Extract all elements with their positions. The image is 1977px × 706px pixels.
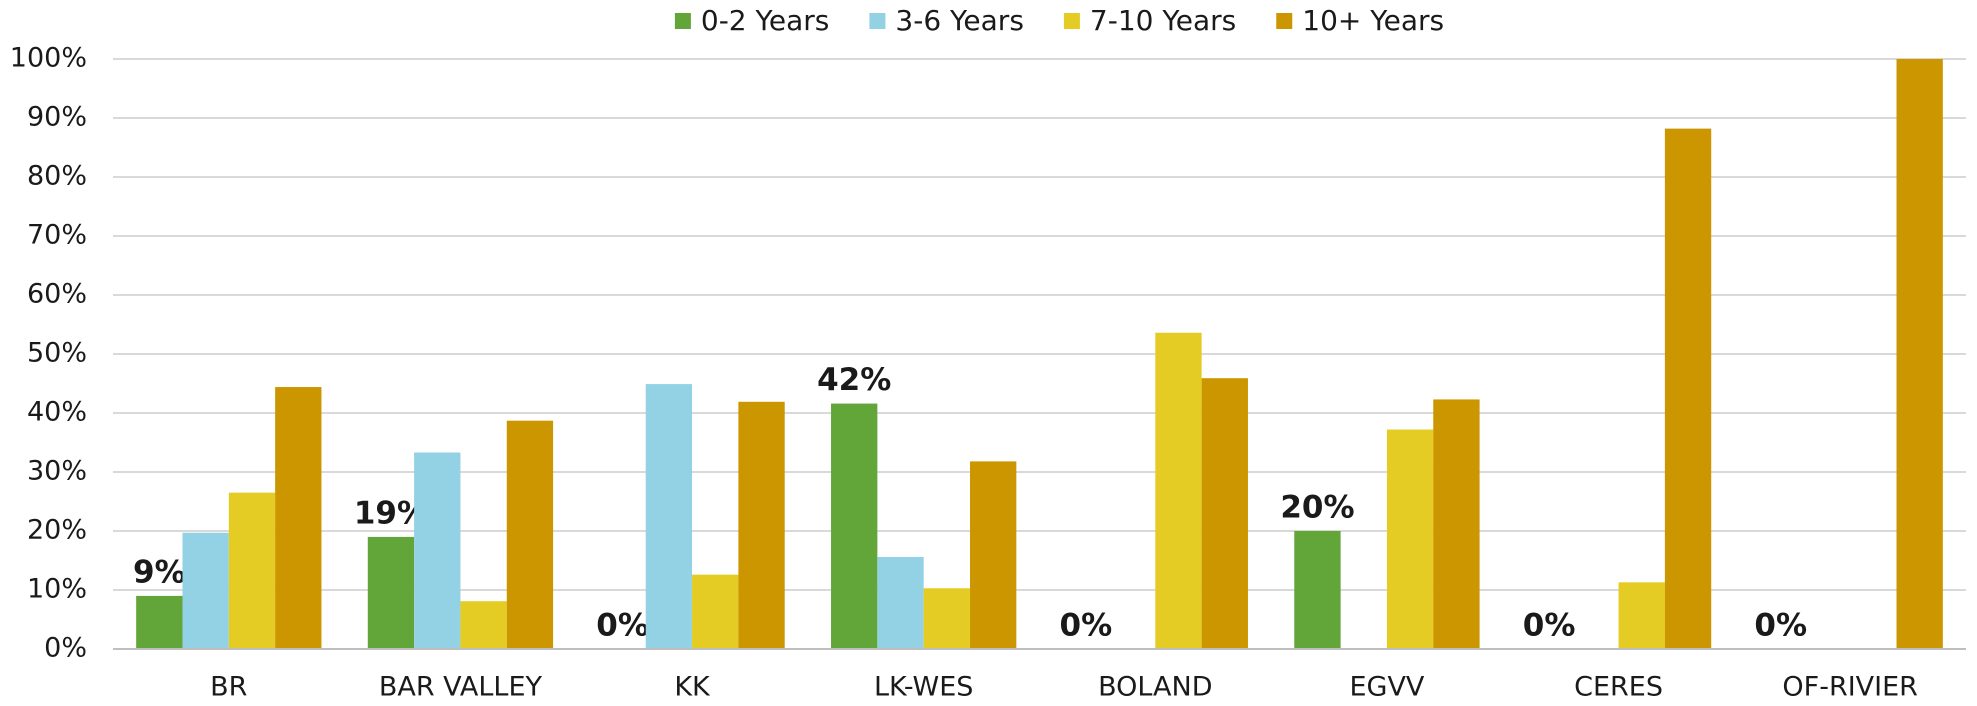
y-tick-label: 30% — [27, 456, 87, 487]
bar — [136, 595, 183, 649]
bar — [460, 601, 507, 649]
bar — [182, 532, 229, 649]
bar — [367, 536, 415, 649]
legend-label: 10+ Years — [1302, 4, 1444, 37]
bar — [692, 574, 739, 649]
bar — [1618, 582, 1665, 649]
y-tick-label: 90% — [27, 102, 87, 133]
y-tick-label: 10% — [27, 574, 87, 605]
data-label: 9% — [133, 554, 186, 590]
legend-label: 7-10 Years — [1090, 4, 1236, 37]
y-tick-label: 60% — [27, 279, 87, 310]
x-tick-label: OF-RIVIER — [1782, 672, 1918, 703]
data-label: 42% — [817, 362, 891, 398]
x-tick-label: BR — [210, 672, 247, 703]
legend-swatch — [869, 13, 886, 29]
x-tick-label: EGVV — [1349, 672, 1424, 703]
bar — [645, 384, 693, 649]
bar — [923, 588, 971, 649]
bar — [1155, 332, 1202, 649]
bar — [1664, 128, 1712, 649]
legend-swatch — [1276, 13, 1293, 29]
x-tick-label: BOLAND — [1098, 672, 1212, 703]
legend-label: 0-2 Years — [701, 4, 830, 37]
bar — [228, 492, 276, 649]
x-tick-label: CERES — [1574, 672, 1663, 703]
legend-label: 3-6 Years — [895, 4, 1024, 37]
y-tick-label: 100% — [10, 43, 87, 74]
bar — [1294, 531, 1341, 649]
y-tick-label: 0% — [44, 633, 87, 664]
bar — [506, 420, 554, 649]
data-label: 20% — [1280, 490, 1354, 526]
data-label: 0% — [1523, 608, 1576, 644]
bar — [275, 387, 322, 649]
x-tick-label: LK-WES — [874, 672, 973, 703]
x-tick-label: KK — [674, 672, 711, 703]
y-tick-label: 70% — [27, 220, 87, 251]
data-label: 0% — [596, 608, 649, 644]
legend-swatch — [1063, 13, 1080, 29]
legend-swatch — [674, 13, 691, 29]
bar — [738, 401, 785, 649]
bar — [414, 452, 461, 649]
bar — [877, 556, 924, 649]
y-tick-label: 80% — [27, 161, 87, 192]
bar — [1386, 429, 1434, 649]
data-label: 0% — [1060, 608, 1113, 644]
data-label: 0% — [1754, 608, 1807, 644]
bar — [1896, 59, 1943, 649]
bar — [1201, 378, 1248, 649]
y-tick-label: 40% — [27, 397, 87, 428]
y-tick-label: 50% — [27, 338, 87, 369]
bar — [970, 461, 1017, 649]
bar — [831, 403, 878, 649]
y-tick-label: 20% — [27, 515, 87, 546]
x-tick-label: BAR VALLEY — [379, 672, 543, 703]
bar — [1433, 399, 1480, 649]
